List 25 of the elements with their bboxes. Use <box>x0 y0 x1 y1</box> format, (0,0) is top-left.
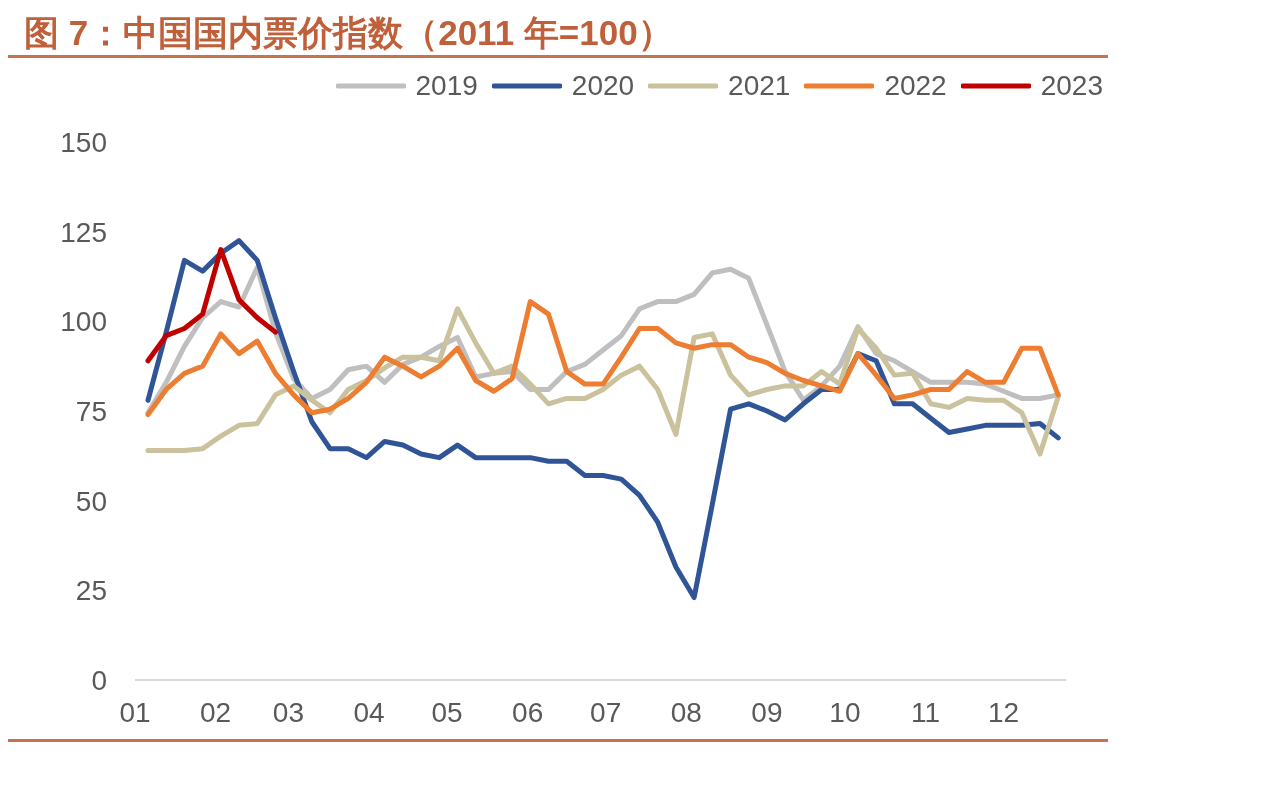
x-tick-label: 03 <box>272 696 305 728</box>
x-tick-label: 04 <box>353 696 385 728</box>
y-tick-label: 100 <box>60 306 107 338</box>
x-tick-label: 10 <box>829 696 861 728</box>
y-tick-label: 50 <box>75 485 107 517</box>
legend-label: 2022 <box>884 70 947 102</box>
x-tick-label: 08 <box>670 696 702 728</box>
x-tick-label: 12 <box>988 696 1020 728</box>
legend-label: 2019 <box>415 70 478 102</box>
x-tick-label: 09 <box>751 696 783 728</box>
legend-label: 2020 <box>571 70 635 102</box>
x-tick-label: 07 <box>590 696 622 728</box>
y-tick-label: 75 <box>75 395 107 427</box>
x-tick-label: 02 <box>200 696 232 728</box>
x-tick-label: 05 <box>431 696 463 728</box>
legend-label: 2021 <box>728 70 791 102</box>
chart-title: 图 7：中国国内票价指数（2011 年=100） <box>24 12 673 54</box>
y-tick-label: 25 <box>75 575 107 607</box>
x-tick-label: 01 <box>119 696 151 728</box>
x-tick-label: 11 <box>911 696 941 728</box>
y-tick-label: 125 <box>60 216 107 248</box>
x-tick-label: 06 <box>512 696 544 728</box>
legend-label: 2023 <box>1040 70 1103 102</box>
y-tick-label: 150 <box>60 126 107 158</box>
y-tick-label: 0 <box>91 664 107 696</box>
